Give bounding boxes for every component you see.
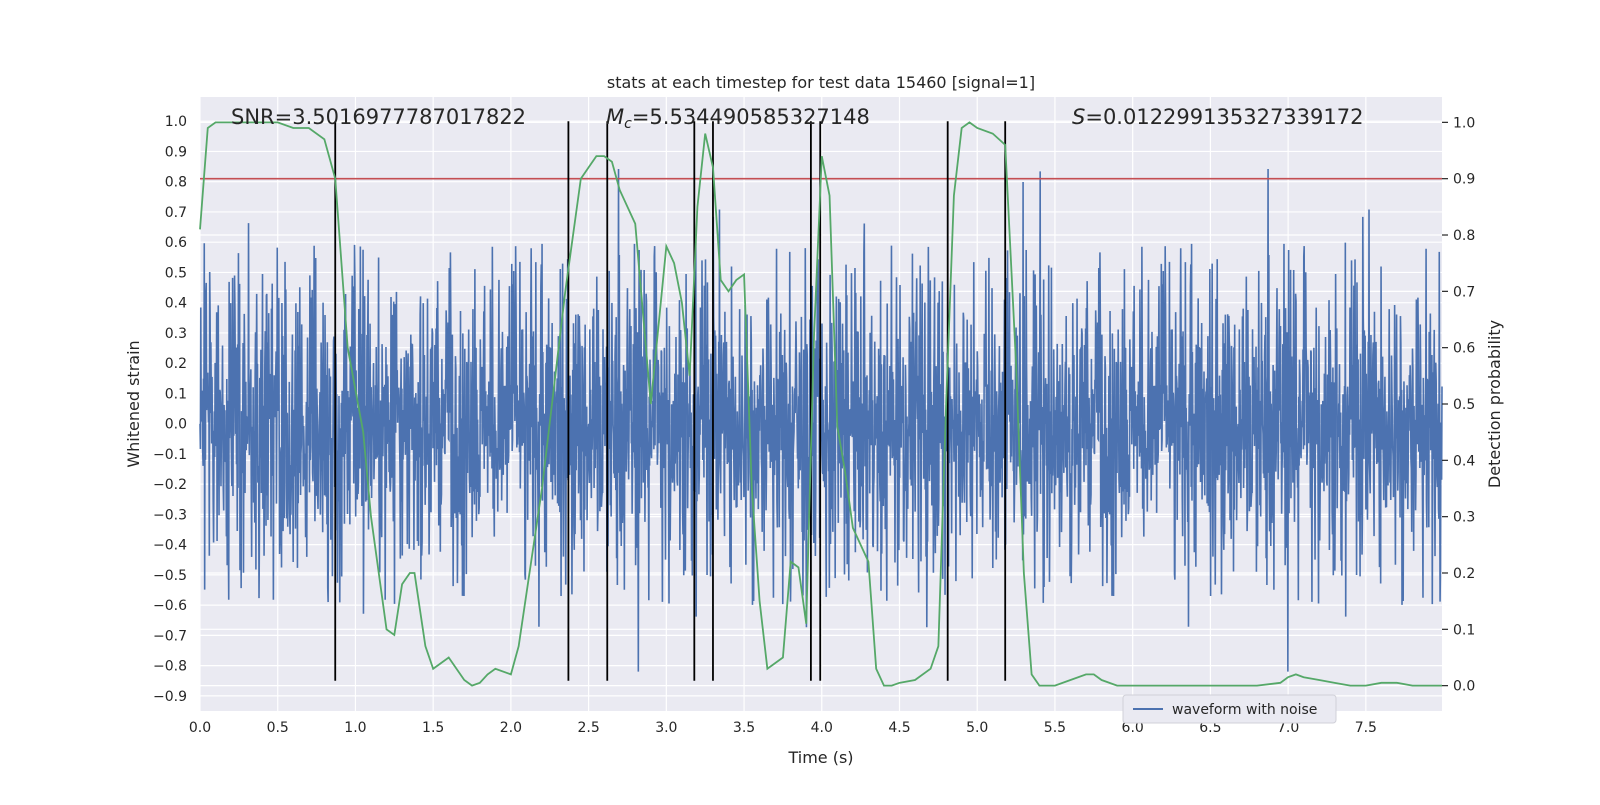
x-tick-label: 1.0 [344, 720, 366, 736]
y2-tick-label: 0.4 [1453, 453, 1475, 469]
x-tick-label: 2.5 [577, 720, 599, 736]
y-tick-label: 0.9 [165, 144, 187, 160]
detection-probability-line [199, 121, 1442, 687]
x-tick-label: 6.5 [1199, 720, 1221, 736]
y-tick-label: −0.5 [153, 568, 187, 584]
x-axis-ticks: 0.0 0.5 1.0 1.5 2.0 2.5 3.0 3.5 4.0 4.5 5.0 5.5 6.0 6… [189, 720, 1377, 736]
y-tick-label: −0.9 [153, 689, 187, 705]
y2-tick-label: 0.6 [1453, 341, 1475, 357]
y2-tick-label: 0.1 [1453, 622, 1475, 638]
legend-label-waveform: waveform with noise [1172, 702, 1317, 718]
y-axis-ticks: 1.0 0.9 0.8 0.7 0.6 0.5 0.4 0.3 0.2 0.1 0.0 −0.1 −0.… [153, 114, 187, 705]
y-tick-label: 0.8 [165, 175, 187, 191]
y-tick-label: 0.2 [165, 356, 187, 372]
mc-value: =5.534490585327148 [632, 105, 870, 129]
y2-tick-label: 0.9 [1453, 172, 1475, 188]
x-tick-label: 4.5 [888, 720, 910, 736]
y-tick-label: 0.3 [165, 326, 187, 342]
y-tick-label: 0.6 [165, 235, 187, 251]
mc-annotation: Mc=5.534490585327148 [606, 105, 870, 132]
y2-tick-label: 0.5 [1453, 397, 1475, 413]
y2-tick-label: 0.3 [1453, 510, 1475, 526]
snr-annotation: SNR=3.5016977787017822 [231, 105, 526, 129]
y-tick-label: 0.4 [165, 296, 187, 312]
x-tick-label: 3.0 [655, 720, 677, 736]
y2-axis-ticks: 1.0 0.9 0.8 0.7 0.6 0.5 0.4 0.3 0.2 0.1 0.0 [1442, 115, 1475, 695]
x-tick-label: 5.0 [966, 720, 988, 736]
y-tick-label: 0.7 [165, 205, 187, 221]
y2-tick-label: 0.8 [1453, 228, 1475, 244]
x-tick-label: 1.5 [422, 720, 444, 736]
y-tick-label: −0.2 [153, 477, 187, 493]
x-tick-label: 6.0 [1122, 720, 1144, 736]
s-annotation: S=0.012299135327339172 [1072, 105, 1363, 129]
x-tick-label: 0.5 [267, 720, 289, 736]
y-tick-label: 0.0 [165, 417, 187, 433]
legend-box [1122, 694, 1337, 724]
chart-title: stats at each timestep for test data 154… [607, 73, 1035, 92]
s-value: =0.012299135327339172 [1085, 105, 1363, 129]
y-tick-label: −0.3 [153, 507, 187, 523]
mc-symbol: M [606, 105, 624, 129]
y2-tick-label: 1.0 [1453, 115, 1475, 131]
x-tick-label: 5.5 [1044, 720, 1066, 736]
y-tick-label: −0.1 [153, 447, 187, 463]
x-tick-label: 7.0 [1277, 720, 1299, 736]
vertical-markers [334, 121, 1007, 681]
legend: waveform with noise [1122, 694, 1337, 724]
y-tick-label: 0.1 [165, 386, 187, 402]
y-tick-label: −0.6 [153, 598, 187, 614]
s-symbol: S [1072, 105, 1085, 129]
x-tick-label: 2.0 [500, 720, 522, 736]
y2-axis-label: Detection probability [1485, 320, 1504, 488]
y-tick-label: 1.0 [165, 114, 187, 130]
y2-tick-label: 0.2 [1453, 566, 1475, 582]
y-tick-label: −0.7 [153, 628, 187, 644]
y2-tick-label: 0.7 [1453, 284, 1475, 300]
y2-tick-label: 0.0 [1453, 679, 1475, 695]
x-tick-label: 3.5 [733, 720, 755, 736]
x-axis-label: Time (s) [787, 748, 853, 767]
y-tick-label: −0.4 [153, 538, 187, 554]
y-axis-label: Whitened strain [124, 340, 143, 467]
y-tick-label: 0.5 [165, 265, 187, 281]
mc-subscript: c [624, 116, 632, 132]
x-tick-label: 0.0 [189, 720, 211, 736]
x-tick-label: 4.0 [811, 720, 833, 736]
x-tick-label: 7.5 [1355, 720, 1377, 736]
y-tick-label: −0.8 [153, 659, 187, 675]
